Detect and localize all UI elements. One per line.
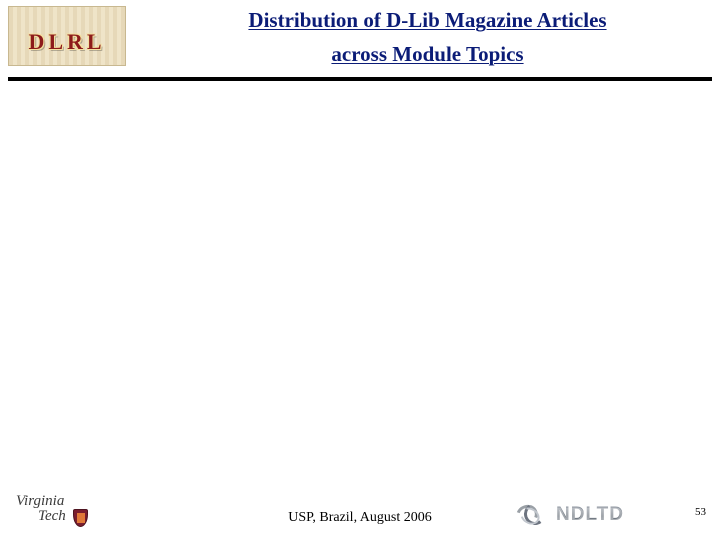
dlrl-logo-text: DLRL xyxy=(13,29,121,55)
ndltd-swoosh-icon xyxy=(516,503,550,527)
slide-title-line2: across Module Topics xyxy=(150,42,705,67)
page-number: 53 xyxy=(695,506,706,518)
vt-word-virginia: Virginia xyxy=(16,494,64,509)
slide-title-line1: Distribution of D-Lib Magazine Articles xyxy=(150,6,705,34)
slide: DLRL Distribution of D-Lib Magazine Arti… xyxy=(0,0,720,540)
ndltd-logo: NDLTD xyxy=(516,500,656,530)
dlrl-logo: DLRL xyxy=(8,6,126,66)
ndltd-text: NDLTD xyxy=(556,504,624,526)
footer: Virginia Tech USP, Brazil, August 2006 N… xyxy=(0,490,720,540)
title-divider xyxy=(8,77,712,81)
